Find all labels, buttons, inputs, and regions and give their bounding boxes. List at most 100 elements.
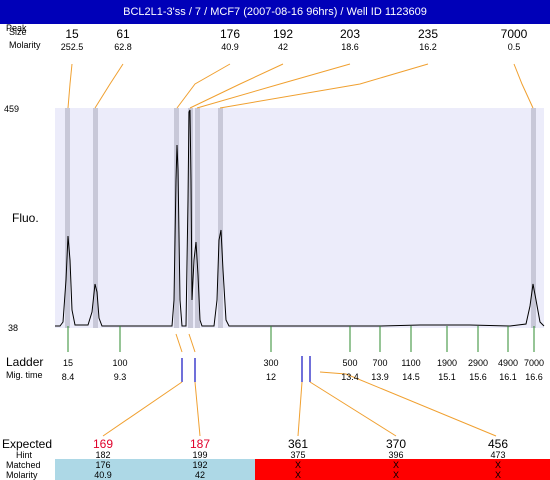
peak-connector-61	[94, 63, 124, 109]
matched-bar	[55, 459, 255, 480]
marker-band-15	[65, 108, 70, 328]
y-min-label: 38	[8, 323, 19, 333]
expected-molarity-4: X	[392, 470, 399, 480]
page-title: BCL2L1-3'ss / 7 / MCF7 (2007-08-16 96hrs…	[123, 6, 427, 18]
marker-band-61	[93, 108, 98, 328]
ladder-time-10: 16.6	[525, 372, 543, 382]
molarity-row-label: Molarity	[9, 40, 41, 50]
matched-label: Matched	[6, 460, 41, 470]
expected-connectors	[102, 371, 497, 437]
expected-label: Expected	[2, 437, 53, 451]
ladder-time-7: 15.1	[438, 372, 456, 382]
ladder-connector-176	[175, 333, 183, 353]
peak-connector-7000	[513, 63, 534, 109]
marker-band-203	[195, 108, 200, 328]
ladder-time-8: 15.6	[469, 372, 487, 382]
peak-molarity-1: 252.5	[60, 42, 84, 52]
peak-molarity-4: 42	[277, 42, 288, 52]
expected-molarity-3: X	[294, 470, 301, 480]
marker-bands	[65, 108, 536, 328]
ladder-size-1: 15	[62, 358, 73, 368]
expected-connector-456	[319, 371, 497, 437]
y-axis-label: Fluo.	[12, 211, 39, 225]
electropherogram-trace	[55, 109, 545, 327]
expected-hint-4: 396	[388, 450, 404, 460]
peak-connectors	[67, 63, 534, 109]
peak-connector-203	[196, 63, 351, 109]
expected-hint-1: 182	[95, 450, 111, 460]
expected-matched-5: X	[494, 460, 501, 470]
expected-matched-1: 176	[95, 460, 111, 470]
expected-matched-3: X	[294, 460, 301, 470]
ladder-size-9: 4900	[497, 358, 519, 368]
expected-molarity-2: 42	[194, 470, 205, 480]
molarity-row-label-text: Molarity	[9, 40, 41, 50]
peak-size-1: 15	[65, 27, 79, 41]
plot-area	[55, 108, 544, 328]
peak-connector-192	[189, 63, 284, 109]
ladder-time-6: 14.5	[402, 372, 420, 382]
marker-band-7000	[531, 108, 536, 328]
peak-molarity-2: 62.8	[114, 42, 132, 52]
ladder-time-1: 8.4	[61, 372, 75, 382]
expected-hint-2: 199	[192, 450, 208, 460]
expected-molarity-1: 40.9	[94, 470, 112, 480]
peak-molarity-6: 16.2	[419, 42, 437, 52]
unmatched-bar	[255, 459, 550, 480]
peak-connector-15	[67, 63, 73, 109]
marker-band-176	[174, 108, 179, 328]
expected-size-1: 169	[92, 437, 114, 451]
ladder-size-7: 1900	[436, 358, 458, 368]
ladder-size-5: 700	[372, 358, 388, 368]
ladder-size-8: 2900	[467, 358, 489, 368]
expected-markers	[181, 356, 311, 382]
ladder-size-4: 500	[342, 358, 358, 368]
expected-matched-4: X	[392, 460, 399, 470]
expected-hint-5: 473	[490, 450, 506, 460]
ladder-connector-192	[188, 333, 196, 353]
ladder-label: Ladder	[6, 355, 44, 369]
peak-molarity-7: 0.5	[507, 42, 521, 52]
expected-connector-361	[297, 381, 303, 437]
expected-size-5: 456	[487, 437, 509, 451]
peak-connector-176	[176, 63, 231, 109]
ladder-time-3: 12	[265, 372, 276, 382]
ladder-size-10: 7000	[523, 358, 545, 368]
ladder-ticks	[67, 326, 535, 352]
expected-connector-169	[102, 381, 183, 437]
expected-matched-2: 192	[192, 460, 208, 470]
title-bar: BCL2L1-3'ss / 7 / MCF7 (2007-08-16 96hrs…	[0, 0, 550, 24]
expected-connector-370	[309, 381, 397, 437]
expected-hint-3: 375	[290, 450, 306, 460]
peak-molarity-3: 40.9	[221, 42, 239, 52]
peak-size-6: 235	[417, 27, 439, 41]
marker-band-192	[188, 108, 193, 328]
y-max-label: 459	[4, 104, 20, 114]
ladder-size-3: 300	[263, 358, 279, 368]
peak-size-5: 203	[339, 27, 361, 41]
expected-size-4: 370	[385, 437, 407, 451]
corner-label-size-text: Size	[9, 27, 27, 37]
peak-molarity-5: 18.6	[341, 42, 359, 52]
migration-time-label: Mig. time	[6, 370, 43, 380]
hint-label: Hint	[16, 450, 33, 460]
expected-size-3: 361	[287, 437, 309, 451]
peak-connector-235	[219, 63, 429, 109]
marker-band-235	[218, 108, 223, 328]
peak-size-corner-label: Peak	[6, 23, 27, 33]
corner-label-size: Size	[9, 27, 27, 37]
ladder-time-5: 13.9	[371, 372, 389, 382]
peak-size-7: 7000	[500, 27, 528, 41]
expected-connector-187	[194, 381, 201, 437]
expected-molarity-label: Molarity	[6, 470, 38, 480]
ladder-time-4: 13.4	[341, 372, 359, 382]
peak-size-2: 61	[116, 27, 130, 41]
ladder-time-2: 9.3	[113, 372, 127, 382]
expected-molarity-5: X	[494, 470, 501, 480]
ladder-size-2: 100	[112, 358, 128, 368]
corner-label-peak: Peak	[6, 23, 27, 33]
expected-size-2: 187	[189, 437, 211, 451]
peak-size-4: 192	[272, 27, 294, 41]
ladder-size-6: 1100	[401, 358, 421, 368]
